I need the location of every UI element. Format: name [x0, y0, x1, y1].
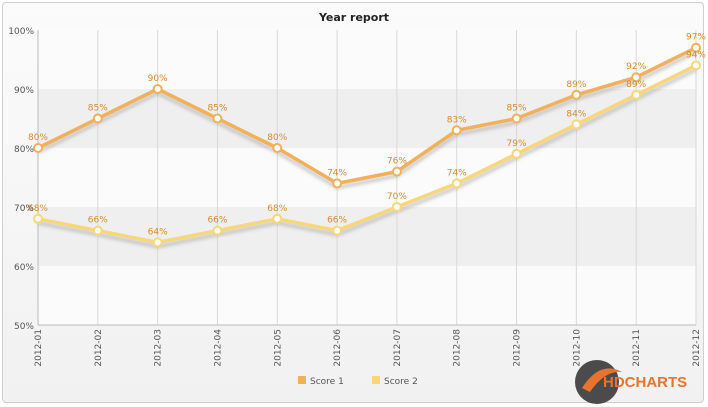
svg-text:HDCHARTS: HDCHARTS	[603, 374, 687, 391]
data-label: 66%	[327, 216, 347, 226]
x-tick-label: 2012-11	[632, 329, 642, 367]
data-point	[691, 42, 701, 53]
data-point	[631, 89, 642, 100]
data-label: 68%	[28, 204, 48, 214]
y-tick-label: 90%	[14, 86, 34, 96]
data-label: 89%	[626, 80, 646, 90]
grid-band	[38, 266, 696, 325]
data-point	[391, 166, 402, 177]
data-point	[212, 113, 223, 124]
data-label: 97%	[686, 33, 706, 43]
data-point	[451, 178, 462, 189]
logo-swoosh-icon	[582, 368, 622, 392]
grid-band	[38, 207, 696, 266]
data-point	[92, 225, 103, 236]
data-point	[631, 72, 642, 83]
y-tick-label: 50%	[14, 322, 34, 332]
series-line-1	[37, 46, 697, 186]
x-tick-label: 2012-01	[34, 329, 44, 367]
x-tick-label: 2012-05	[273, 329, 283, 367]
x-tick-label: 2012-07	[393, 329, 403, 367]
data-point	[391, 202, 402, 212]
data-label: 83%	[447, 115, 467, 125]
data-point	[272, 213, 283, 224]
data-label: 90%	[148, 74, 168, 84]
series-line-2	[37, 63, 697, 245]
data-label: 74%	[447, 168, 467, 178]
y-tick-label: 100%	[8, 27, 34, 37]
logo-prefix: HD	[603, 374, 625, 391]
data-label: 70%	[387, 192, 407, 202]
grid-band	[38, 30, 696, 89]
data-point	[691, 60, 701, 71]
logo-suffix: CHARTS	[625, 374, 688, 391]
data-label: 85%	[207, 104, 227, 114]
data-point	[33, 213, 43, 224]
data-label: 89%	[566, 80, 586, 90]
x-tick-label: 2012-12	[692, 329, 702, 367]
x-tick-label: 2012-08	[453, 329, 463, 367]
data-label: 68%	[267, 204, 287, 214]
series-shadow	[37, 49, 697, 190]
x-tick-label: 2012-10	[572, 329, 582, 367]
data-point	[571, 119, 582, 130]
chart-title: Year report	[318, 11, 389, 24]
data-point	[511, 113, 522, 124]
x-tick-label: 2012-02	[94, 329, 104, 367]
data-point	[92, 113, 103, 124]
data-point	[152, 237, 163, 248]
data-label: 94%	[686, 50, 706, 60]
legend-swatch	[372, 376, 380, 384]
legend-label: Score 2	[384, 377, 418, 387]
data-point	[152, 84, 163, 94]
data-label: 66%	[207, 216, 227, 226]
data-label: 66%	[88, 216, 108, 226]
data-point	[571, 89, 582, 100]
hdcharts-logo: HDCHARTS	[575, 360, 687, 404]
data-point	[212, 225, 223, 236]
data-label: 80%	[28, 133, 48, 143]
y-tick-label: 80%	[14, 145, 34, 155]
data-label: 84%	[566, 109, 586, 119]
data-label: 80%	[267, 133, 287, 143]
series-shadow	[37, 67, 697, 249]
data-label: 76%	[387, 157, 407, 167]
data-label: 85%	[88, 104, 108, 114]
x-tick-label: 2012-09	[513, 329, 523, 367]
legend-swatch	[298, 376, 306, 384]
data-point	[332, 178, 343, 189]
x-tick-label: 2012-03	[154, 329, 164, 367]
data-label: 79%	[507, 139, 527, 149]
legend-label: Score 1	[310, 377, 344, 387]
data-point	[451, 125, 462, 136]
legend: Score 1 Score 2	[298, 376, 418, 387]
data-label: 64%	[148, 227, 168, 237]
data-label: 92%	[626, 62, 646, 72]
data-point	[332, 225, 343, 236]
data-point	[272, 143, 283, 153]
x-tick-label: 2012-04	[213, 329, 223, 367]
data-label: 85%	[507, 104, 527, 114]
x-tick-label: 2012-06	[333, 329, 343, 367]
y-tick-label: 60%	[14, 263, 34, 273]
data-point	[33, 143, 43, 153]
data-point	[511, 148, 522, 159]
y-tick-label: 70%	[14, 204, 34, 214]
data-label: 74%	[327, 168, 347, 178]
